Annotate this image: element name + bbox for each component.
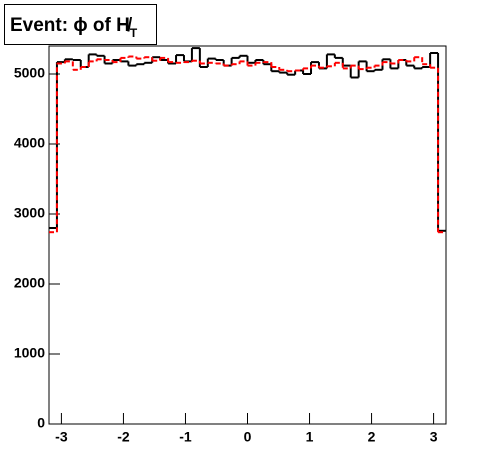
x-tick-label: -1: [179, 429, 192, 445]
x-tick-label: -3: [55, 429, 68, 445]
x-tick-label: -2: [117, 429, 130, 445]
y-tick-label: 0: [37, 415, 45, 431]
x-tick-label: 0: [244, 429, 252, 445]
x-tick-label: 1: [306, 429, 314, 445]
y-tick-label: 1000: [14, 345, 45, 361]
y-tick-label: 5000: [14, 65, 45, 81]
chart-title: Event: ϕ of H̸T: [10, 15, 138, 40]
y-tick-label: 3000: [14, 205, 45, 221]
y-tick-label: 4000: [14, 135, 45, 151]
title-box: [4, 4, 157, 45]
x-tick-label: 3: [430, 429, 438, 445]
title-subscript: T: [130, 26, 138, 40]
title-main: Event: ϕ of H̸: [10, 15, 133, 36]
x-tick-label: 2: [368, 429, 376, 445]
y-tick-label: 2000: [14, 275, 45, 291]
